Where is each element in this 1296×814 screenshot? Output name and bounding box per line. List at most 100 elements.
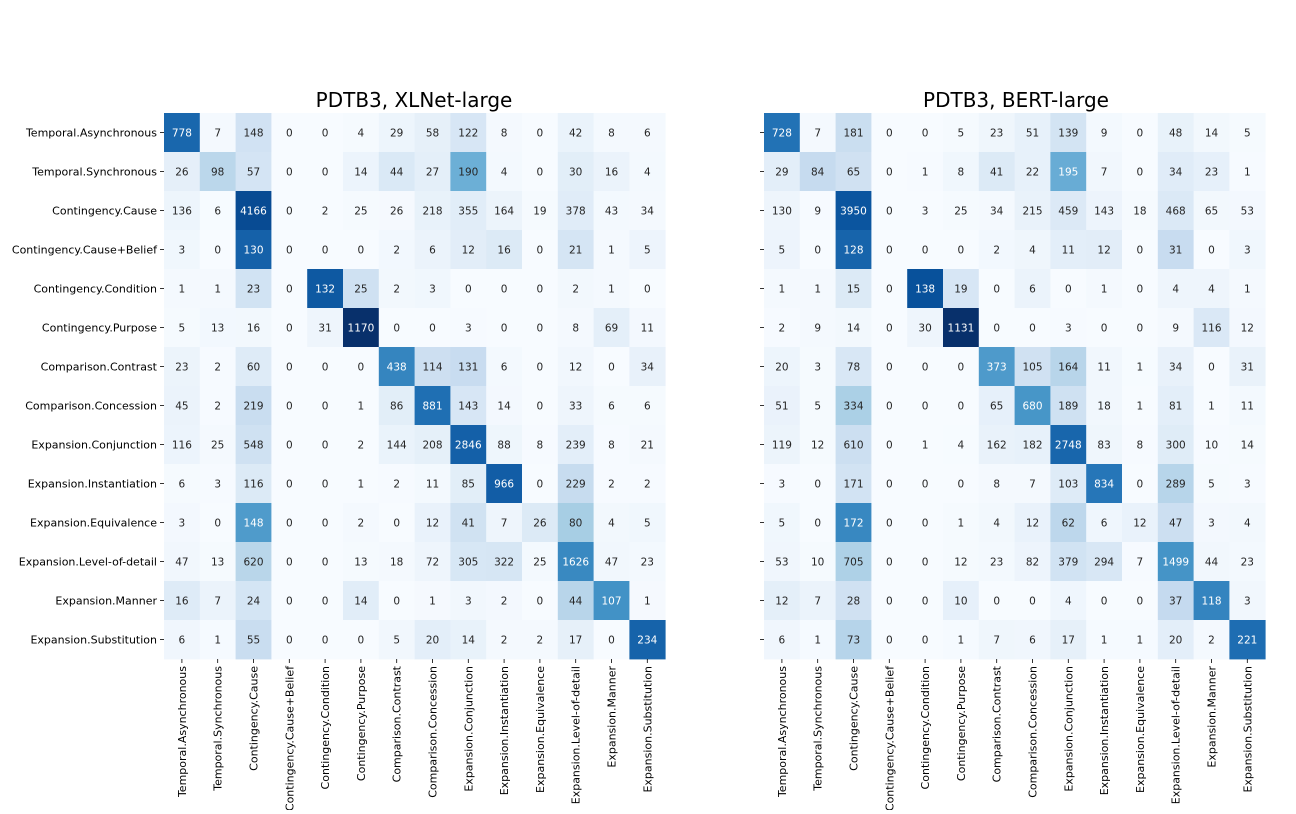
cell-value: 3 [1244,596,1251,608]
cell-value: 680 [1022,401,1042,413]
cell-value: 86 [390,401,404,413]
heatmap-cell [943,113,980,153]
heatmap-cell [835,386,872,426]
cell-value: 1 [1137,362,1144,374]
cell-value: 3 [179,245,186,257]
cell-value: 8 [501,128,508,140]
cell-value: 2 [993,245,1000,257]
heatmap-cell [799,542,836,582]
heatmap-cell [871,308,908,348]
heatmap-cell [943,503,980,543]
heatmap-cell [486,503,523,543]
x-tick-label-contingency-cause-belief: Contingency.Cause+Belief [883,665,896,810]
cell-value: 881 [422,401,442,413]
heatmap-cell [343,620,380,660]
cell-value: 162 [987,440,1007,452]
y-tick-label-expansion-level-of-detail: Expansion.Level-of-detail [19,556,157,569]
heatmap-cell [378,191,415,231]
cell-value: 0 [286,401,293,413]
heatmap-cell [557,347,594,387]
heatmap-cell [378,425,415,465]
heatmap-cell [378,503,415,543]
cell-value: 10 [954,596,967,608]
x-tick-label-expansion-level-of-detail: Expansion.Level-of-detail [1170,666,1183,804]
y-tick-label-contingency-cause: Contingency.Cause [52,205,157,218]
cell-value: 27 [426,167,439,179]
heatmap-cell [557,308,594,348]
heatmap-cell [1122,308,1159,348]
x-tick-label-expansion-instantiation: Expansion.Instantiation [498,666,511,795]
cell-value: 51 [1026,128,1039,140]
cell-value: 3 [465,596,472,608]
cell-value: 0 [644,284,651,296]
cell-value: 1626 [562,557,589,569]
cell-value: 13 [211,557,224,569]
heatmap-cell [1157,191,1194,231]
cell-value: 7 [1101,167,1108,179]
heatmap-cell [378,308,415,348]
x-tick-label-comparison-contrast: Comparison.Contrast [391,665,404,782]
cell-value: 1 [1101,284,1108,296]
cell-value: 2 [214,362,221,374]
heatmap-cell [871,152,908,192]
heatmap-cell [164,269,201,309]
heatmap-cell [199,581,236,621]
heatmap-cell [799,308,836,348]
heatmap-cell [629,308,666,348]
heatmap-cell [978,503,1015,543]
cell-value: 0 [322,362,329,374]
cell-value: 0 [814,245,821,257]
heatmap-cell [199,308,236,348]
cell-value: 44 [390,167,404,179]
cell-value: 31 [1169,245,1182,257]
cell-value: 0 [886,635,893,647]
cell-value: 19 [533,206,546,218]
cell-value: 45 [175,401,188,413]
heatmap-cell [1193,503,1230,543]
cell-value: 0 [886,245,893,257]
cell-value: 4 [1065,596,1072,608]
heatmap-cell [235,464,272,504]
heatmap-cell [450,113,487,153]
cell-value: 14 [1205,128,1219,140]
cell-value: 18 [1133,206,1146,218]
cell-value: 12 [1097,245,1110,257]
heatmap-cell [871,581,908,621]
cell-value: 0 [1065,284,1072,296]
cell-value: 0 [501,323,508,335]
heatmap-cell [235,581,272,621]
cell-value: 25 [954,206,967,218]
cell-value: 37 [1169,596,1182,608]
heatmap-cell [593,542,630,582]
heatmap-cell [1050,386,1087,426]
cell-value: 0 [322,557,329,569]
heatmap-cell [557,542,594,582]
heatmap-cell [1086,620,1123,660]
cell-value: 778 [172,128,192,140]
heatmap-cell [235,113,272,153]
cell-value: 107 [601,596,621,608]
heatmap-cell [1050,269,1087,309]
cell-value: 2 [501,596,508,608]
cell-value: 33 [569,401,582,413]
heatmap-cell [414,308,451,348]
heatmap-cell [414,425,451,465]
cell-value: 4 [358,128,365,140]
cell-value: 6 [1101,518,1108,530]
heatmap-cell [835,230,872,270]
cell-value: 6 [1029,284,1036,296]
heatmap-cell [235,425,272,465]
cell-value: 2748 [1055,440,1082,452]
heatmap-cell [871,230,908,270]
heatmap-cell [378,152,415,192]
heatmap-cell [978,347,1015,387]
heatmap-cell [307,269,344,309]
cell-value: 190 [458,167,478,179]
cell-value: 18 [1097,401,1110,413]
cell-value: 1 [814,635,821,647]
cell-value: 6 [429,245,436,257]
cell-value: 3 [814,362,821,374]
cell-value: 12 [1026,518,1039,530]
cell-value: 0 [993,323,1000,335]
cell-value: 22 [1026,167,1039,179]
